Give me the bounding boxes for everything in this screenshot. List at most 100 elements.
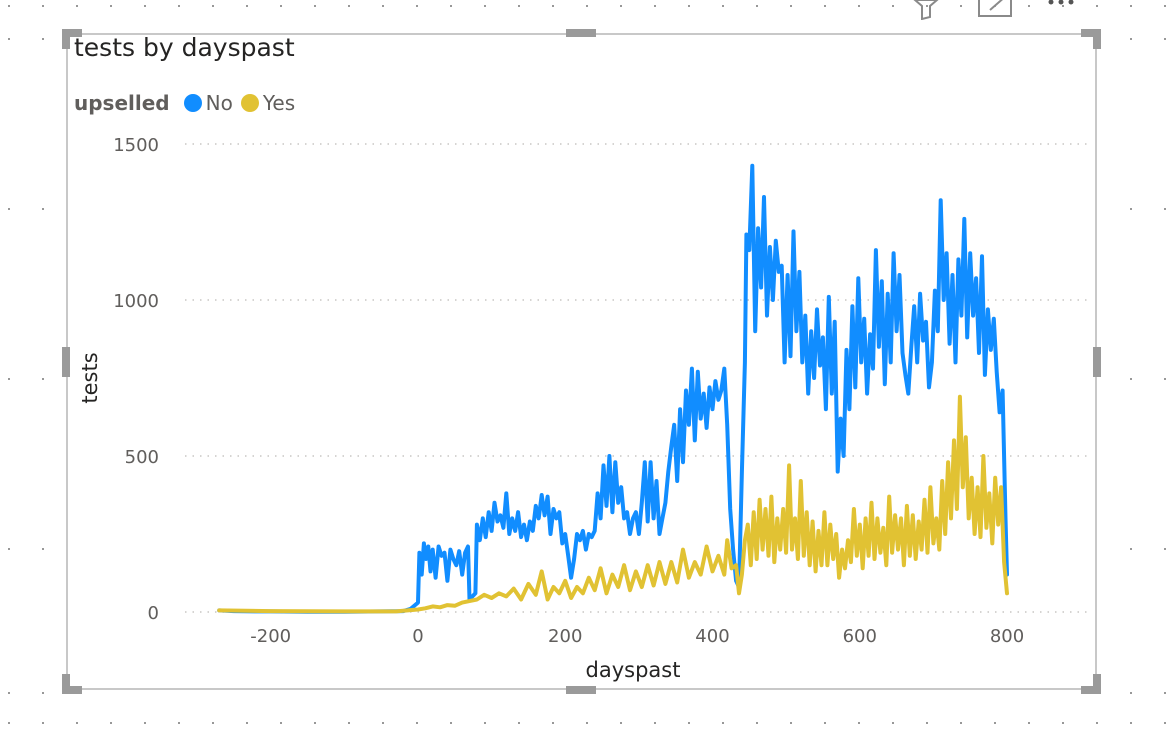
canvas-dot <box>484 5 486 7</box>
canvas-dot <box>8 5 10 7</box>
canvas-dot <box>212 5 214 7</box>
canvas-dot <box>1028 722 1030 724</box>
canvas-dot <box>450 722 452 724</box>
legend-item-yes[interactable]: Yes <box>240 91 296 115</box>
x-tick-label: -200 <box>250 626 291 647</box>
canvas-dot <box>620 722 622 724</box>
canvas-dot <box>1130 208 1132 210</box>
y-tick-label: 0 <box>148 603 159 624</box>
canvas-dot <box>1164 5 1166 7</box>
canvas-dot <box>858 5 860 7</box>
canvas-dot <box>858 722 860 724</box>
filter-icon[interactable] <box>913 0 939 20</box>
resize-handle-top-right-v[interactable] <box>1093 29 1101 49</box>
canvas-dot <box>8 378 10 380</box>
canvas-dot <box>1164 208 1166 210</box>
canvas-dot <box>1164 548 1166 550</box>
canvas-dot <box>654 5 656 7</box>
resize-handle-bottom-left-v[interactable] <box>62 674 70 694</box>
visual-header-icons <box>913 0 1074 20</box>
canvas-dot <box>484 722 486 724</box>
canvas-dot <box>382 722 384 724</box>
y-tick-label: 1000 <box>113 291 159 312</box>
x-axis-ticks: -200 0 200 400 600 800 <box>250 626 1024 647</box>
x-tick-label: 400 <box>695 626 729 647</box>
canvas-dot <box>42 692 44 694</box>
canvas-dot <box>722 5 724 7</box>
canvas-dot <box>314 722 316 724</box>
canvas-dot <box>1130 38 1132 40</box>
canvas-dot <box>382 5 384 7</box>
canvas-dot <box>960 5 962 7</box>
canvas-dot <box>42 208 44 210</box>
resize-handle-bottom-left[interactable] <box>62 686 82 694</box>
resize-handle-top-right[interactable] <box>1081 29 1101 37</box>
focus-mode-icon[interactable] <box>978 0 1012 17</box>
series-line-no[interactable] <box>217 163 1009 614</box>
canvas-dot <box>246 5 248 7</box>
resize-handle-top-left-v[interactable] <box>62 29 70 49</box>
canvas-dot <box>212 722 214 724</box>
canvas-dot <box>1130 692 1132 694</box>
canvas-dot <box>926 5 928 7</box>
canvas-dot <box>8 722 10 724</box>
canvas-dot <box>518 722 520 724</box>
canvas-dot <box>1096 722 1098 724</box>
legend-title: upselled <box>74 91 170 115</box>
canvas-dot <box>1164 692 1166 694</box>
resize-handle-left[interactable] <box>62 347 70 377</box>
y-tick-label: 500 <box>125 447 159 468</box>
resize-handle-bottom[interactable] <box>566 686 596 694</box>
legend-item-no[interactable]: No <box>183 91 233 115</box>
canvas-dot <box>76 722 78 724</box>
canvas-dot <box>8 208 10 210</box>
canvas-dot <box>178 722 180 724</box>
canvas-dot <box>756 722 758 724</box>
resize-handle-right[interactable] <box>1093 347 1101 377</box>
canvas-dot <box>416 722 418 724</box>
series-line-yes[interactable] <box>217 394 1009 614</box>
canvas-dot <box>688 722 690 724</box>
more-options-icon[interactable] <box>1048 0 1074 5</box>
y-tick-label: 1500 <box>113 135 159 156</box>
canvas-dot <box>654 722 656 724</box>
canvas-dot <box>1130 722 1132 724</box>
canvas-dot <box>42 5 44 7</box>
legend-swatch-no <box>183 94 202 112</box>
canvas-dot <box>8 548 10 550</box>
canvas-dot <box>348 722 350 724</box>
x-tick-label: 200 <box>548 626 582 647</box>
gridlines <box>185 143 1088 613</box>
canvas-dot <box>144 722 146 724</box>
legend-label-yes: Yes <box>262 91 296 115</box>
resize-handle-top[interactable] <box>566 29 596 37</box>
canvas-dot <box>1164 38 1166 40</box>
canvas-dot <box>42 38 44 40</box>
canvas-dot <box>1062 5 1064 7</box>
canvas-dot <box>76 5 78 7</box>
canvas-dot <box>348 5 350 7</box>
canvas-dot <box>960 722 962 724</box>
canvas-dot <box>314 5 316 7</box>
canvas-dot <box>586 5 588 7</box>
canvas-dot <box>280 5 282 7</box>
x-tick-label: 800 <box>990 626 1024 647</box>
canvas-dot <box>994 722 996 724</box>
x-tick-label: 0 <box>412 626 423 647</box>
canvas-dot <box>756 5 758 7</box>
series-lines <box>217 163 1009 614</box>
canvas-dot <box>892 722 894 724</box>
canvas-dot <box>824 5 826 7</box>
resize-handle-top-left[interactable] <box>62 29 82 37</box>
x-axis-title: dayspast <box>586 658 681 682</box>
canvas-dot <box>892 5 894 7</box>
canvas-dot <box>450 5 452 7</box>
legend-swatch-yes <box>240 94 259 112</box>
resize-handle-bottom-right[interactable] <box>1081 686 1101 694</box>
canvas-dot <box>722 722 724 724</box>
canvas-dot <box>1130 378 1132 380</box>
canvas-dot <box>1062 722 1064 724</box>
resize-handle-bottom-right-v[interactable] <box>1093 674 1101 694</box>
y-axis-title: tests <box>78 352 102 403</box>
